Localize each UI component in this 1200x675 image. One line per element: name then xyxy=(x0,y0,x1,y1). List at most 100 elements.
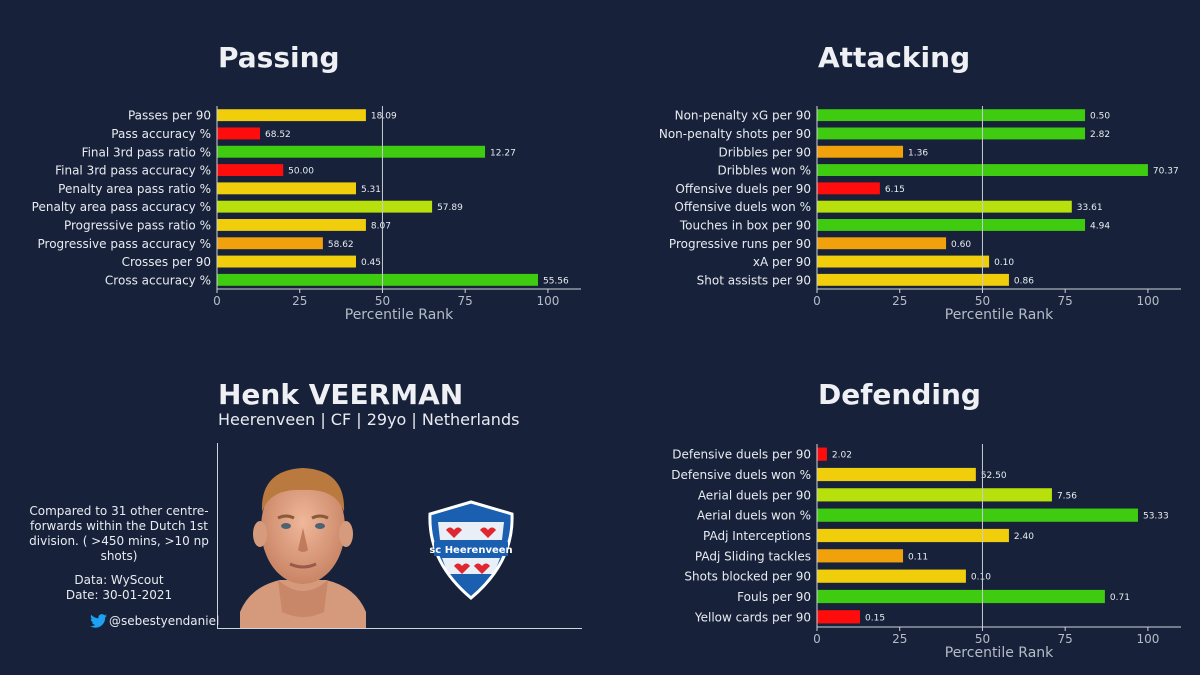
passing-value-label: 8.07 xyxy=(371,221,391,231)
club-logo-text: sc Heerenveen xyxy=(429,545,512,556)
defending-value-label: 7.56 xyxy=(1057,491,1077,501)
defending-category-label: Aerial duels per 90 xyxy=(698,488,811,502)
attacking-category-label: Offensive duels per 90 xyxy=(675,182,811,196)
passing-bar xyxy=(217,237,323,250)
defending-value-label: 0.15 xyxy=(865,613,885,623)
attacking-category-label: Dribbles per 90 xyxy=(718,145,811,159)
passing-value-label: 68.52 xyxy=(265,130,291,140)
passing-value-label: 5.31 xyxy=(361,185,381,195)
passing-tick-label: 50 xyxy=(375,294,390,308)
passing-tick-label: 0 xyxy=(213,294,221,308)
defending-tick-label: 75 xyxy=(1058,632,1073,646)
defending-category-label: PAdj Interceptions xyxy=(703,529,811,543)
defending-value-label: 53.33 xyxy=(1143,512,1169,522)
defending-category-label: Fouls per 90 xyxy=(737,590,811,604)
attacking-category-label: Non-penalty shots per 90 xyxy=(659,127,811,141)
passing-value-label: 58.62 xyxy=(328,240,354,250)
passing-bar xyxy=(217,182,356,195)
player-name: Henk VEERMAN xyxy=(218,378,464,411)
passing-bar xyxy=(217,255,356,268)
attacking-value-label: 6.15 xyxy=(885,185,905,195)
attacking-category-label: Non-penalty xG per 90 xyxy=(675,109,811,123)
defending-bar xyxy=(817,447,827,461)
attacking-category-label: Progressive runs per 90 xyxy=(669,237,811,251)
defending-value-label: 0.71 xyxy=(1110,593,1130,603)
defending-tick-label: 100 xyxy=(1136,632,1159,646)
passing-tick-label: 100 xyxy=(536,294,559,308)
defending-title: Defending xyxy=(818,378,981,411)
attacking-tick-label: 50 xyxy=(975,294,990,308)
passing-title: Passing xyxy=(218,41,340,74)
defending-tick-label: 0 xyxy=(813,632,821,646)
attacking-tick-label: 75 xyxy=(1058,294,1073,308)
passing-category-label: Passes per 90 xyxy=(128,109,211,123)
passing-category-label: Final 3rd pass ratio % xyxy=(82,145,211,159)
player-subtitle: Heerenveen | CF | 29yo | Netherlands xyxy=(218,410,520,429)
twitter-credit: @sebestyendaniel xyxy=(90,614,219,628)
passing-category-label: Progressive pass accuracy % xyxy=(38,237,212,251)
passing-category-label: Cross accuracy % xyxy=(105,273,211,287)
passing-bar xyxy=(217,219,366,231)
attacking-bar xyxy=(817,273,1009,286)
passing-bar xyxy=(217,109,366,122)
passing-value-label: 55.56 xyxy=(543,276,569,286)
attacking-bar xyxy=(817,145,904,158)
passing-value-label: 18.09 xyxy=(371,112,397,122)
attacking-category-label: Dribbles won % xyxy=(717,164,811,178)
club-logo-heerenveen: sc Heerenveen xyxy=(428,500,514,600)
attacking-bar xyxy=(817,219,1086,231)
passing-category-label: Penalty area pass accuracy % xyxy=(32,200,211,214)
passing-tick-label: 25 xyxy=(292,294,307,308)
defending-bar xyxy=(817,549,904,563)
data-source: Data: WyScout Date: 30-01-2021 xyxy=(28,573,210,603)
defending-tick-label: 25 xyxy=(892,632,907,646)
defending-category-label: Aerial duels won % xyxy=(697,509,811,523)
defending-category-label: PAdj Sliding tackles xyxy=(695,549,811,563)
attacking-bar xyxy=(817,200,1072,213)
defending-tick-label: 50 xyxy=(975,632,990,646)
defending-bar xyxy=(817,589,1105,604)
defending-bar xyxy=(817,569,966,583)
attacking-category-label: Touches in box per 90 xyxy=(679,218,811,232)
defending-bar xyxy=(817,508,1138,522)
attacking-bar xyxy=(817,182,880,195)
attacking-category-label: Shot assists per 90 xyxy=(697,273,811,287)
attacking-bar xyxy=(817,237,947,250)
twitter-handle: @sebestyendaniel xyxy=(109,614,220,628)
passing-category-label: Crosses per 90 xyxy=(122,255,211,269)
player-info-frame xyxy=(217,443,582,629)
attacking-value-label: 2.82 xyxy=(1090,130,1110,140)
attacking-value-label: 4.94 xyxy=(1090,221,1110,231)
passing-value-label: 12.27 xyxy=(490,148,516,158)
passing-category-label: Penalty area pass ratio % xyxy=(58,182,211,196)
attacking-bar xyxy=(817,127,1086,140)
defending-category-label: Shots blocked per 90 xyxy=(684,570,811,584)
player-photo xyxy=(240,468,366,628)
attacking-value-label: 33.61 xyxy=(1077,203,1103,213)
attacking-value-label: 0.50 xyxy=(1090,112,1110,122)
defending-value-label: 52.50 xyxy=(981,471,1007,481)
passing-category-label: Final 3rd pass accuracy % xyxy=(55,164,211,178)
defending-x-axis-title: Percentile Rank xyxy=(945,645,1054,661)
defending-value-label: 2.40 xyxy=(1014,532,1034,542)
attacking-tick-label: 100 xyxy=(1136,294,1159,308)
passing-bar xyxy=(217,145,486,158)
defending-bar xyxy=(817,610,861,624)
defending-value-label: 0.11 xyxy=(908,552,928,562)
defending-value-label: 2.02 xyxy=(832,451,852,461)
data-source-label: Data: WyScout xyxy=(74,573,164,587)
attacking-bar xyxy=(817,255,990,268)
defending-value-label: 0.10 xyxy=(971,573,991,583)
twitter-bird-icon xyxy=(90,614,107,628)
defending-category-label: Yellow cards per 90 xyxy=(694,610,811,624)
attacking-bar xyxy=(817,109,1086,122)
attacking-category-label: Offensive duels won % xyxy=(674,200,811,214)
passing-bar xyxy=(217,200,433,213)
passing-value-label: 50.00 xyxy=(288,167,314,177)
attacking-tick-label: 0 xyxy=(813,294,821,308)
defending-bar xyxy=(817,488,1052,502)
defending-bar xyxy=(817,467,976,482)
passing-category-label: Progressive pass ratio % xyxy=(64,218,211,232)
passing-bar xyxy=(217,164,284,176)
